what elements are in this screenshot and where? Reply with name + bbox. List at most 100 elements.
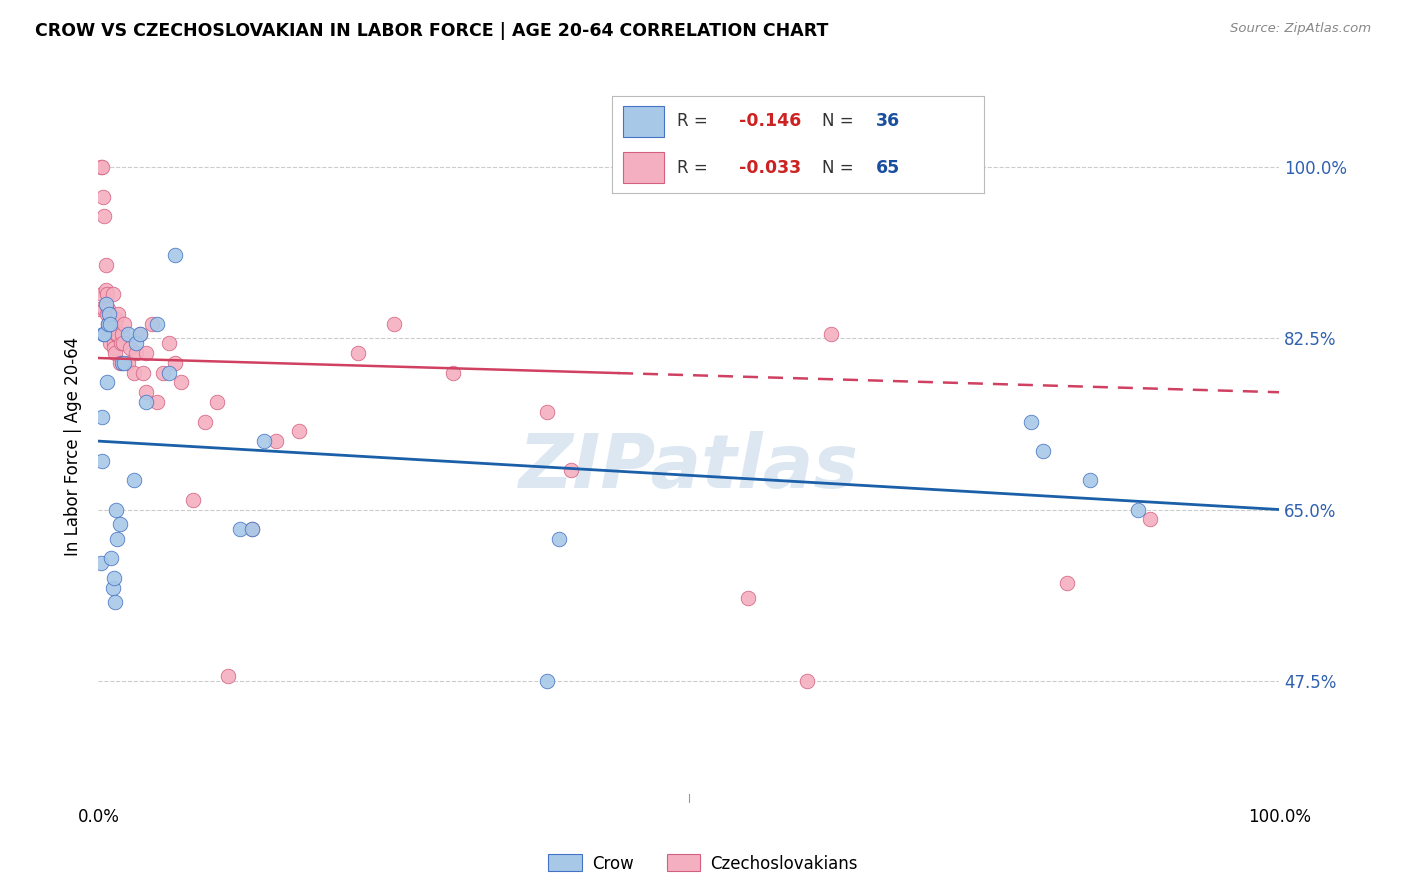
Text: ZIPatlas: ZIPatlas	[519, 431, 859, 504]
Point	[1080, 473, 1102, 487]
Point	[111, 326, 134, 341]
Point	[97, 317, 120, 331]
Point	[94, 297, 117, 311]
Point	[103, 571, 125, 585]
Point	[98, 317, 121, 331]
Point	[135, 395, 157, 409]
Point	[112, 356, 135, 370]
Point	[94, 283, 117, 297]
Point	[132, 366, 155, 380]
Point	[100, 321, 122, 335]
Point	[101, 287, 124, 301]
Point	[152, 366, 174, 380]
Point	[101, 321, 124, 335]
Point	[264, 434, 287, 449]
Point	[1032, 443, 1054, 458]
Point	[100, 312, 122, 326]
Point	[120, 341, 142, 355]
Point	[536, 405, 558, 419]
Point	[125, 336, 148, 351]
Point	[1139, 512, 1161, 526]
Point	[100, 551, 122, 566]
Point	[122, 473, 145, 487]
Point	[91, 453, 114, 467]
Point	[90, 557, 112, 571]
Point	[170, 376, 193, 390]
Point	[91, 190, 114, 204]
Point	[96, 376, 118, 390]
Point	[146, 317, 169, 331]
Point	[165, 356, 187, 370]
Point	[135, 385, 157, 400]
Point	[98, 317, 121, 331]
Point	[89, 302, 111, 317]
Point	[101, 581, 124, 595]
Point	[181, 492, 204, 507]
Point	[93, 326, 115, 341]
Point	[94, 258, 117, 272]
Point	[104, 317, 127, 331]
Y-axis label: In Labor Force | Age 20-64: In Labor Force | Age 20-64	[65, 336, 83, 556]
Point	[105, 532, 128, 546]
Point	[548, 532, 571, 546]
Point	[205, 395, 228, 409]
Point	[91, 287, 114, 301]
Point	[820, 326, 842, 341]
Point	[91, 326, 114, 341]
Point	[98, 307, 121, 321]
Point	[128, 326, 150, 341]
Text: Source: ZipAtlas.com: Source: ZipAtlas.com	[1230, 22, 1371, 36]
Point	[91, 161, 114, 175]
Point	[98, 326, 121, 341]
Point	[105, 326, 128, 341]
Point	[105, 326, 128, 341]
Point	[112, 317, 135, 331]
Point	[117, 326, 139, 341]
Point	[112, 336, 135, 351]
Point	[90, 161, 112, 175]
Point	[560, 463, 582, 477]
Point	[96, 287, 118, 301]
Point	[1126, 502, 1149, 516]
Point	[157, 336, 180, 351]
Point	[240, 522, 263, 536]
Text: CROW VS CZECHOSLOVAKIAN IN LABOR FORCE | AGE 20-64 CORRELATION CHART: CROW VS CZECHOSLOVAKIAN IN LABOR FORCE |…	[35, 22, 828, 40]
Point	[1056, 575, 1078, 590]
Point	[103, 341, 125, 355]
Point	[108, 356, 131, 370]
Point	[157, 366, 180, 380]
Point	[98, 307, 121, 321]
Point	[107, 307, 129, 321]
Point	[288, 425, 311, 439]
Point	[441, 366, 464, 380]
Legend: Crow, Czechoslovakians: Crow, Czechoslovakians	[541, 847, 865, 880]
Point	[93, 209, 115, 223]
Point	[98, 336, 121, 351]
Point	[105, 312, 128, 326]
Point	[737, 591, 759, 605]
Point	[110, 336, 132, 351]
Point	[229, 522, 252, 536]
Point	[125, 346, 148, 360]
Point	[103, 336, 125, 351]
Point	[240, 522, 263, 536]
Point	[536, 673, 558, 688]
Point	[253, 434, 276, 449]
Point	[97, 317, 120, 331]
Point	[347, 346, 370, 360]
Point	[96, 307, 118, 321]
Point	[93, 302, 115, 317]
Point	[382, 317, 405, 331]
Point	[104, 595, 127, 609]
Point	[146, 395, 169, 409]
Point	[104, 346, 127, 360]
Point	[108, 517, 131, 532]
Point	[91, 409, 114, 424]
Point	[165, 248, 187, 262]
Point	[1021, 415, 1043, 429]
Point	[135, 346, 157, 360]
Point	[122, 366, 145, 380]
Point	[97, 302, 120, 317]
Point	[141, 317, 163, 331]
Point	[796, 673, 818, 688]
